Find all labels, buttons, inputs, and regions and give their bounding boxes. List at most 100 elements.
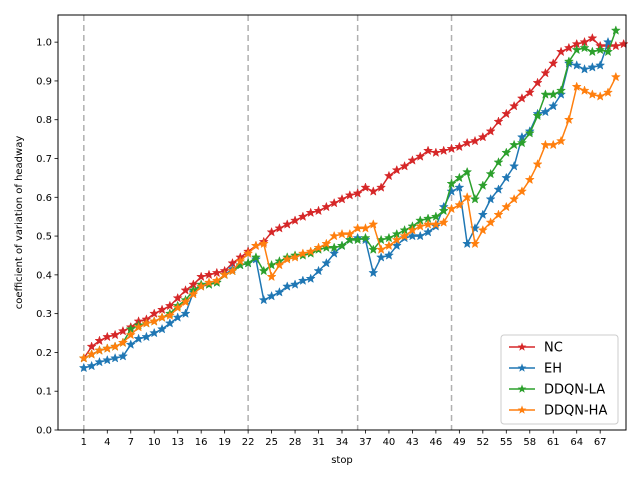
data-point [548,139,559,150]
data-point [610,40,621,51]
y-tick-label: 0.6 [36,193,52,204]
data-point [235,259,246,270]
data-point [399,160,410,171]
data-point [266,226,277,237]
x-tick-label: 13 [171,437,184,448]
data-point [524,87,535,97]
data-point [344,228,355,239]
data-point [516,93,527,103]
x-tick-label: 16 [195,437,208,448]
data-point [274,259,285,270]
data-point [477,224,488,235]
data-point [235,255,246,266]
data-point [571,44,582,55]
data-point [501,201,512,212]
data-point [501,147,512,157]
y-tick-label: 0.9 [36,76,52,87]
data-point [548,58,559,68]
data-point [282,254,293,264]
data-point [360,223,371,233]
data-point [454,141,465,152]
legend-label: DDQN-HA [544,404,607,419]
data-point [125,339,136,349]
data-point [540,67,551,78]
data-point [485,193,496,204]
data-point [102,343,113,353]
series-layer [78,25,629,373]
data-point [313,242,324,253]
data-point [469,238,481,249]
series-ddqn-ha [78,71,621,363]
legend-item-ddqn-ha: DDQN-HA [509,404,607,419]
data-point [305,207,316,218]
data-point [321,238,332,249]
data-point [141,318,152,328]
data-point [383,170,394,181]
data-point [415,151,426,161]
data-point [149,327,160,338]
data-point [243,257,254,268]
data-point [438,217,449,227]
data-point [297,211,308,221]
data-point [133,333,144,344]
data-point [454,182,465,192]
data-point [595,91,606,101]
data-point [352,234,363,245]
data-point [563,114,574,125]
data-point [203,277,215,287]
x-tick-label: 4 [104,437,110,448]
x-tick-label: 58 [523,437,536,448]
y-tick-label: 0.7 [36,154,52,165]
data-point [86,360,97,371]
data-point [149,316,160,326]
data-point [336,240,348,251]
data-point [430,147,441,157]
data-point [540,106,551,117]
x-tick-label: 46 [430,437,443,448]
data-point [383,250,394,260]
data-point [516,186,527,196]
data-point [110,352,121,363]
data-point [376,244,387,254]
data-point [243,248,254,258]
data-point [493,209,504,220]
data-point [571,60,582,70]
data-point [610,25,621,35]
data-point [172,292,183,303]
data-point [501,108,512,119]
data-point [86,341,97,351]
data-point [352,188,363,198]
data-point [157,323,168,334]
data-point [368,267,379,278]
data-point [196,271,207,282]
x-tick-label: 1 [81,437,87,448]
data-point [258,265,269,276]
data-point [446,178,457,189]
data-point [438,145,449,156]
data-point [211,275,222,285]
data-point [477,131,488,142]
data-point [509,139,520,150]
data-point [211,267,222,278]
y-tick-label: 0.1 [36,387,52,398]
y-tick-label: 0.2 [36,348,52,359]
data-point [391,234,402,245]
data-point [423,226,434,237]
data-point [149,308,160,318]
data-point [383,232,394,243]
data-point [423,145,434,156]
legend-swatch-marker [517,342,527,351]
data-point [141,331,152,342]
data-point [290,252,301,262]
data-point [469,193,481,204]
data-point [446,203,457,214]
data-point [290,215,301,225]
x-tick-label: 43 [406,437,419,448]
data-point [297,248,308,258]
data-point [556,135,567,146]
data-point [571,81,582,92]
data-point [164,318,175,328]
data-point [610,71,621,82]
data-point [548,89,559,99]
